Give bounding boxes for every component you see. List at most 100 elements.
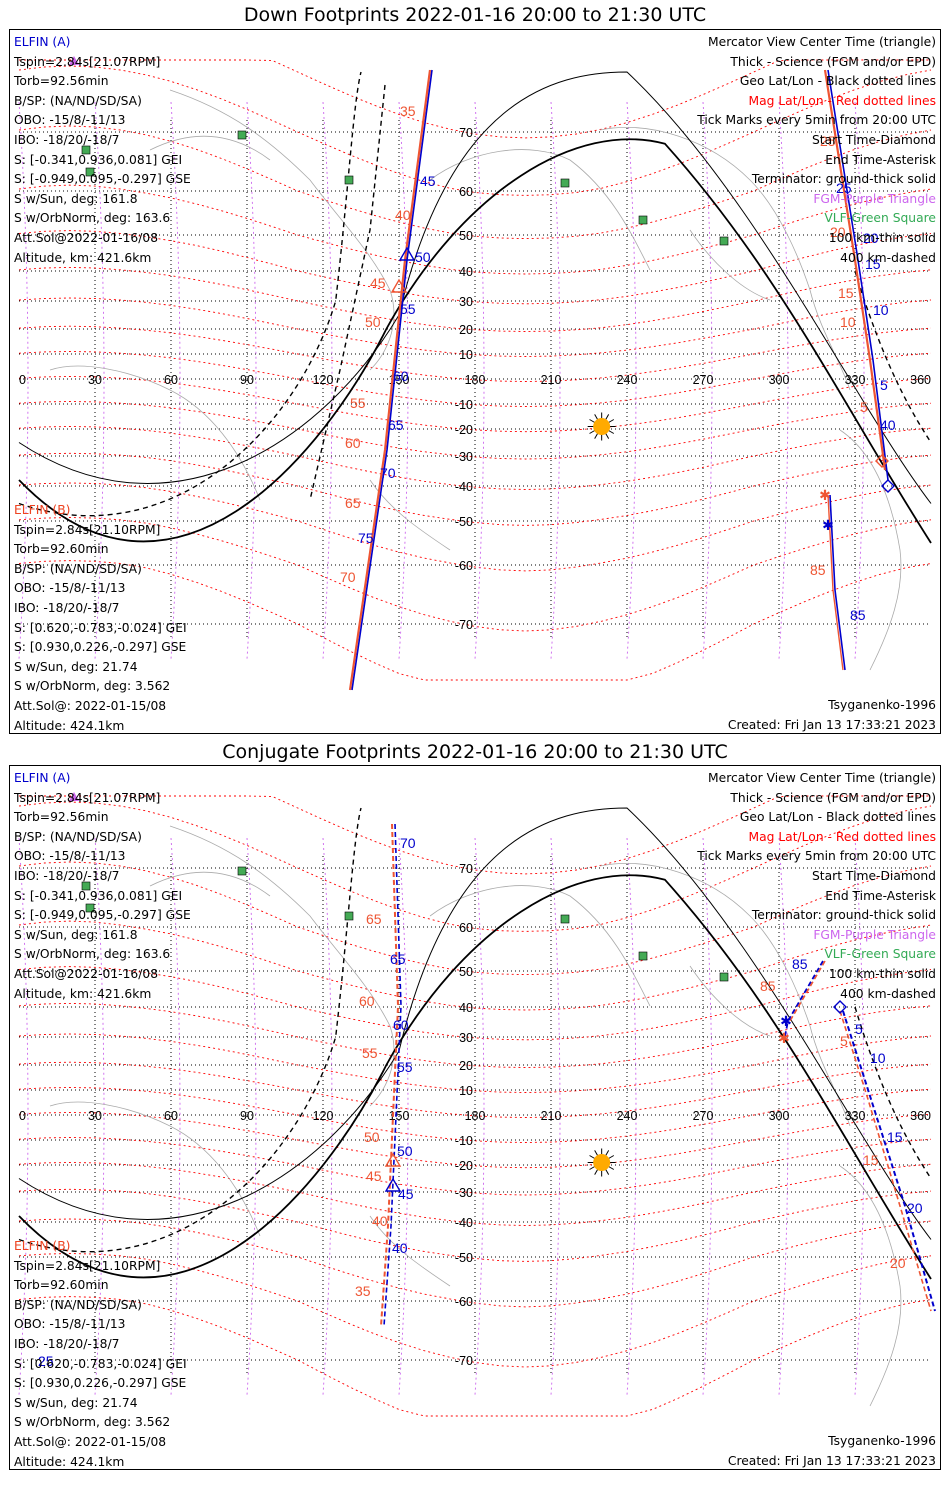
tick-label-a: 55 bbox=[400, 301, 416, 317]
mag-parallel bbox=[18, 1112, 932, 1169]
elfin-a-track bbox=[383, 823, 402, 1327]
lat-label: -50 bbox=[455, 1251, 473, 1265]
mag-parallel bbox=[18, 297, 932, 357]
sun-ray bbox=[594, 433, 599, 439]
sun-ray bbox=[605, 433, 610, 439]
tick-label-a: 75 bbox=[358, 530, 374, 546]
elfin-b-track bbox=[380, 823, 400, 1327]
lon-label: 90 bbox=[240, 373, 254, 387]
tick-label-b: 65 bbox=[345, 495, 361, 511]
tick-label-b: 85 bbox=[760, 978, 776, 994]
sun-ray bbox=[589, 1166, 595, 1170]
mag-parallel bbox=[18, 401, 932, 460]
info-line: S w/OrbNorm, deg: 3.562 bbox=[14, 1415, 171, 1430]
lat-label: 50 bbox=[459, 965, 473, 979]
tick-label-a: 45 bbox=[398, 1186, 414, 1202]
elfin-b-track bbox=[789, 960, 826, 1022]
info-line: IBO: -18/20/-18/7 bbox=[14, 132, 120, 147]
elfin-a-400km bbox=[309, 84, 386, 501]
start-diamond-a bbox=[881, 479, 895, 493]
terminator-100km bbox=[18, 71, 932, 504]
mag-parallel bbox=[18, 266, 932, 332]
coastlines bbox=[49, 825, 902, 1407]
elfin-a-info: ELFIN (A) Tspin=2.84s[21.07RPM] Torb=92.5… bbox=[14, 33, 191, 268]
lon-label: 270 bbox=[693, 1109, 714, 1123]
sun-icon bbox=[587, 1148, 616, 1177]
sun-ray bbox=[605, 1169, 610, 1175]
info-line: IBO: -18/20/-18/7 bbox=[14, 868, 120, 883]
info-line: Torb=92.56min bbox=[14, 74, 109, 89]
terminator-ground bbox=[18, 874, 932, 1280]
elfin-a-track bbox=[842, 1010, 936, 1312]
mag-parallel bbox=[18, 230, 932, 305]
info-line: Torb=92.60min bbox=[14, 542, 109, 557]
tick-label-a: 60 bbox=[393, 368, 409, 384]
tracks: ✱ ✱ 25 20 15 10 5 40 45 50 55 60 65 70 75 85 35 40 45 50 55 6… bbox=[309, 69, 896, 691]
legend-item: Mag Lat/Lon - Red dotted lines bbox=[748, 829, 936, 844]
elfin-b-lines: Tspin=2.84s[21.10RPM] Torb=92.60min B/SP: … bbox=[14, 1257, 187, 1473]
coastline bbox=[149, 871, 271, 897]
vlf-station bbox=[344, 175, 354, 185]
geo-grid bbox=[19, 856, 931, 1374]
mag-parallel bbox=[18, 184, 932, 275]
elfin-a-track bbox=[827, 69, 889, 481]
lat-label: 10 bbox=[459, 1084, 473, 1098]
lat-label: -20 bbox=[455, 423, 473, 437]
mag-parallel bbox=[18, 376, 932, 433]
lat-label: 50 bbox=[459, 229, 473, 243]
vlf-station bbox=[719, 972, 729, 982]
lat-label: 20 bbox=[459, 1059, 473, 1073]
elfin-b-info: ELFIN (B) Tspin=2.84s[21.10RPM] Torb=92.6… bbox=[14, 1237, 187, 1472]
vlf-station bbox=[85, 167, 95, 177]
vlf-station bbox=[85, 903, 95, 913]
tick-label-b: 35 bbox=[400, 103, 416, 119]
mag-parallel bbox=[18, 1218, 932, 1308]
info-line: Torb=92.60min bbox=[14, 1278, 109, 1293]
info-line: Att.Sol@2022-01-16/08 bbox=[14, 230, 159, 245]
elfin-b-label: ELFIN (B) bbox=[14, 503, 71, 517]
info-line: B/SP: (NA/ND/SD/SA) bbox=[14, 829, 142, 844]
mag-parallel bbox=[18, 482, 932, 572]
mag-parallel bbox=[18, 351, 932, 407]
view-center-triangle-b bbox=[384, 1152, 402, 1167]
legend-item: 400 km-dashed bbox=[840, 250, 936, 265]
sun-ray bbox=[608, 1166, 615, 1170]
tick-label-a: 40 bbox=[880, 417, 896, 433]
tick-label-b: 40 bbox=[395, 207, 411, 223]
model-label: Tsyganenko-1996 bbox=[828, 1434, 936, 1448]
tick-label-a: 50 bbox=[415, 249, 431, 265]
lon-label: 60 bbox=[164, 1109, 178, 1123]
mag-parallel bbox=[18, 325, 932, 382]
lat-label: -70 bbox=[455, 618, 473, 632]
elfin-a-info: ELFIN (A) Tspin=2.84s[21.07RPM] Torb=92.5… bbox=[14, 769, 191, 1004]
lon-label: 150 bbox=[389, 1109, 410, 1123]
mag-parallel bbox=[18, 426, 932, 490]
info-line: Att.Sol@: 2022-01-15/08 bbox=[14, 698, 167, 713]
tick-label-b: 15 bbox=[838, 285, 854, 301]
legend-item: Tick Marks every 5min from 20:00 UTC bbox=[697, 849, 936, 864]
sun-disc bbox=[593, 1154, 611, 1171]
panel-title-down: Down Footprints 2022-01-16 20:00 to 21:3… bbox=[243, 4, 707, 26]
vlf-station bbox=[81, 145, 91, 155]
tick-label-b: 20 bbox=[890, 1255, 906, 1271]
mag-parallel bbox=[18, 920, 932, 1011]
coastline bbox=[689, 965, 771, 1037]
elfin-b-label: ELFIN (B) bbox=[14, 1239, 71, 1253]
lon-label: 180 bbox=[465, 373, 486, 387]
lon-label: 60 bbox=[164, 373, 178, 387]
footer-right: Tsyganenko-1996 Created: Fri Jan 13 17:3… bbox=[728, 696, 936, 735]
start-diamond-b bbox=[875, 454, 889, 468]
legend-item: Terminator: ground-thick solid bbox=[751, 908, 936, 923]
coastline bbox=[839, 429, 902, 671]
footer-right: Tsyganenko-1996 Created: Fri Jan 13 17:3… bbox=[728, 1432, 936, 1471]
legend-item: Start Time-Diamond bbox=[811, 132, 936, 147]
elfin-b-track bbox=[348, 69, 432, 691]
lon-label: 210 bbox=[541, 1109, 562, 1123]
tick-label-b: 70 bbox=[340, 569, 356, 585]
sun-ray bbox=[589, 419, 595, 423]
info-line: IBO: -18/20/-18/7 bbox=[14, 1336, 120, 1351]
lat-label: 40 bbox=[459, 265, 473, 279]
tick-label-a: 15 bbox=[865, 256, 881, 272]
info-line: OBO: -15/8/-11/13 bbox=[14, 113, 126, 128]
terminator-400km bbox=[854, 1006, 932, 1179]
